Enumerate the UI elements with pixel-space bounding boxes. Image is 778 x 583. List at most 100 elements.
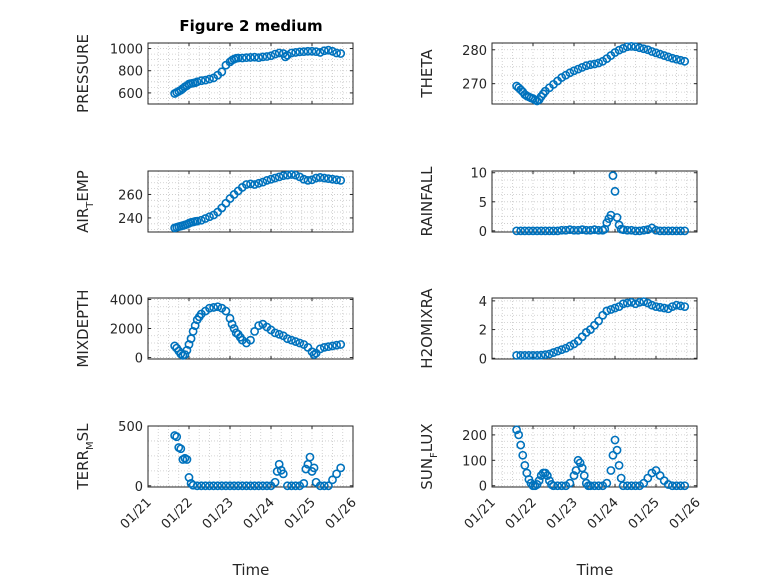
data-point <box>536 350 546 360</box>
data-point <box>291 48 300 57</box>
data-point <box>643 45 653 55</box>
data-point <box>651 225 661 235</box>
y-axis-label: H2OMIXRA <box>418 288 436 369</box>
data-point <box>602 478 612 488</box>
data-point <box>631 42 640 52</box>
data-point <box>299 47 309 57</box>
data-point <box>246 53 255 62</box>
data-point <box>631 226 640 236</box>
x-tick-label: 01/24 <box>241 495 278 532</box>
data-point <box>627 225 636 235</box>
data-point <box>610 303 620 313</box>
data-point <box>282 170 292 180</box>
data-point <box>581 225 591 235</box>
data-point <box>311 173 321 183</box>
data-point <box>639 297 649 306</box>
data-point <box>553 346 562 356</box>
data-point <box>250 52 259 62</box>
data-point <box>319 481 329 491</box>
data-point <box>250 180 259 189</box>
data-point <box>287 481 296 491</box>
data-point <box>303 46 313 56</box>
data-point <box>594 58 603 68</box>
data-point <box>622 225 632 235</box>
data-point <box>627 41 636 51</box>
data-point <box>565 478 575 488</box>
data-point <box>606 305 616 314</box>
data-point <box>618 44 628 53</box>
x-tick-label: 01/21 <box>118 495 155 532</box>
x-tick-label: 01/26 <box>667 495 704 532</box>
data-point <box>192 77 202 87</box>
y-tick-label: 0 <box>479 352 487 367</box>
data-point <box>270 49 280 59</box>
data-point <box>520 351 530 360</box>
data-point <box>622 298 632 308</box>
x-tick-label: 01/22 <box>503 495 540 532</box>
data-point <box>540 226 550 236</box>
data-point <box>328 475 337 485</box>
y-tick-label: 4 <box>479 295 487 310</box>
data-point <box>274 172 284 182</box>
data-point <box>182 455 192 464</box>
y-tick-label: 800 <box>118 65 143 80</box>
x-axis-label-left: Time <box>232 561 270 579</box>
data-point <box>237 53 247 63</box>
data-point <box>254 481 264 491</box>
data-point <box>612 445 622 455</box>
data-point <box>237 481 247 491</box>
data-point <box>315 173 325 182</box>
data-point <box>309 463 319 473</box>
data-point <box>534 476 544 486</box>
data-point <box>227 319 237 329</box>
data-point <box>196 76 206 86</box>
data-point <box>299 479 309 488</box>
data-point <box>332 48 341 58</box>
data-point <box>246 335 255 345</box>
axes-box <box>491 42 698 105</box>
axes-box <box>147 42 354 105</box>
y-tick-label: 270 <box>462 78 487 93</box>
data-point <box>328 341 337 351</box>
data-point <box>192 481 202 491</box>
data-point <box>241 53 251 63</box>
data-point <box>627 297 636 307</box>
data-point <box>643 225 653 235</box>
y-tick-label: 5 <box>479 196 487 211</box>
y-axis-label: RAINFALL <box>418 166 436 237</box>
data-point <box>676 481 685 491</box>
data-point <box>549 226 558 236</box>
data-point <box>668 226 677 236</box>
figure-title: Figure 2 medium <box>179 17 322 35</box>
data-point <box>241 481 251 491</box>
data-point <box>323 342 333 352</box>
data-point <box>516 351 526 360</box>
data-point <box>336 340 346 349</box>
data-point <box>287 335 296 345</box>
data-point <box>651 302 661 312</box>
data-point <box>545 226 554 236</box>
data-point <box>209 481 218 491</box>
data-point <box>532 351 542 360</box>
data-point <box>618 225 628 235</box>
data-point <box>200 75 210 85</box>
data-point <box>266 174 276 184</box>
data-point <box>606 466 616 475</box>
data-point <box>668 481 677 491</box>
y-axis-label: THETA <box>418 49 436 99</box>
data-point <box>655 49 665 59</box>
data-point <box>213 302 223 312</box>
data-point <box>602 306 612 316</box>
data-point <box>291 337 300 346</box>
data-point <box>305 452 315 462</box>
data-point <box>176 349 186 359</box>
data-point <box>542 471 552 480</box>
data-point <box>672 481 681 491</box>
data-point <box>200 481 210 491</box>
data-point <box>586 481 595 491</box>
subplot-3: 240 260 AIRTEMP <box>74 170 354 233</box>
data-point <box>205 74 214 84</box>
data-point <box>315 48 325 57</box>
data-point <box>622 42 632 52</box>
y-axis-label: AIRTEMP <box>74 170 96 233</box>
